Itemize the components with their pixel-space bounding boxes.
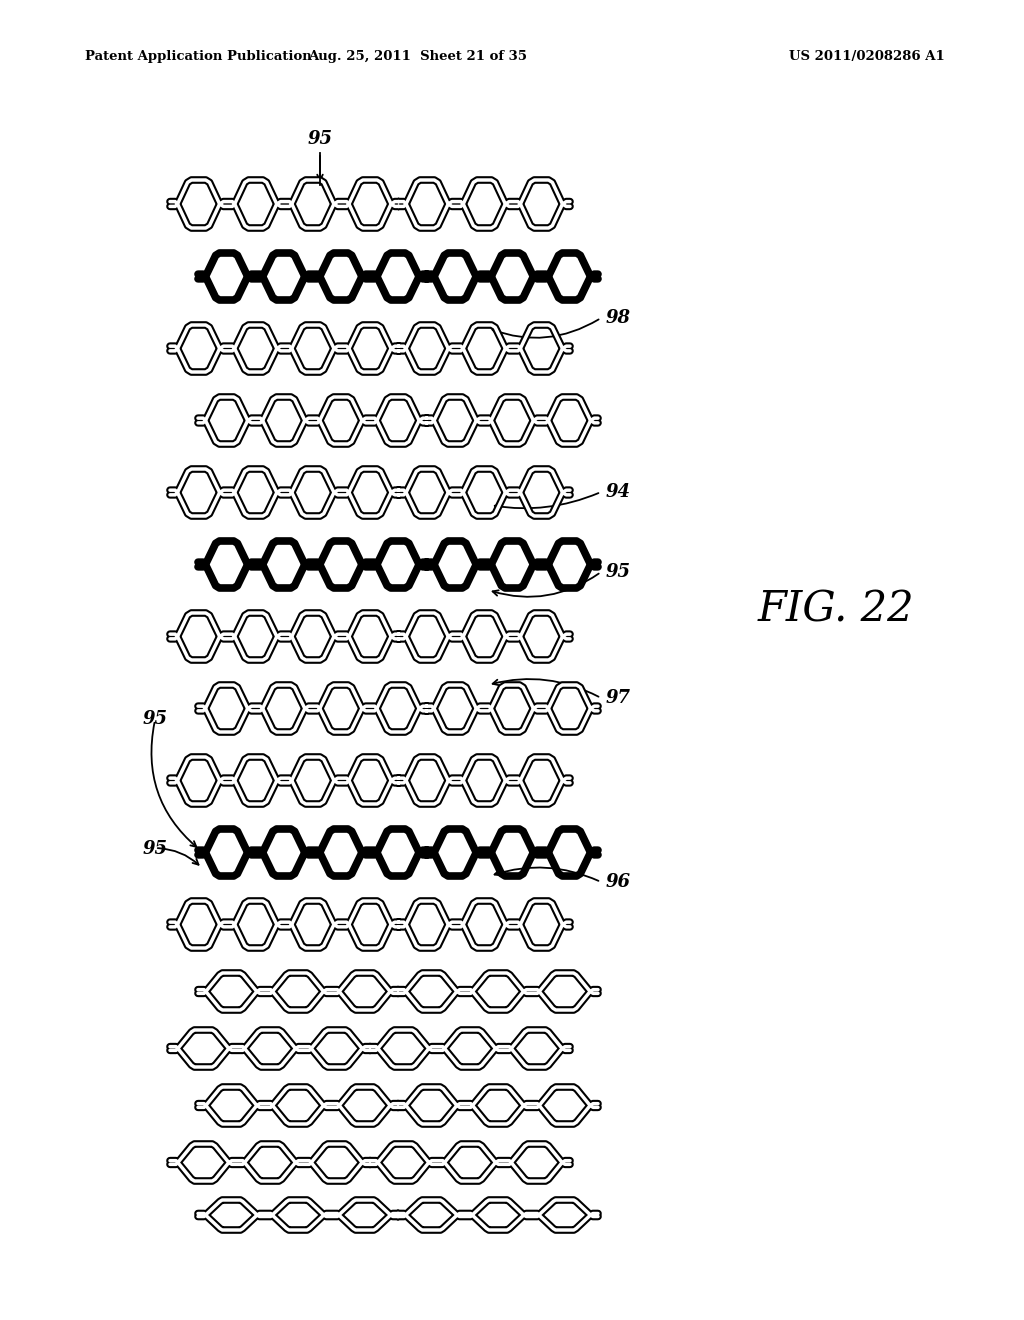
- Text: 95: 95: [142, 840, 168, 858]
- Text: 98: 98: [606, 309, 631, 327]
- Text: FIG. 22: FIG. 22: [758, 589, 914, 631]
- Text: 96: 96: [606, 873, 631, 891]
- Text: Patent Application Publication: Patent Application Publication: [85, 50, 311, 63]
- Text: Aug. 25, 2011  Sheet 21 of 35: Aug. 25, 2011 Sheet 21 of 35: [308, 50, 527, 63]
- Text: 94: 94: [606, 483, 631, 502]
- Text: 97: 97: [606, 689, 631, 708]
- Text: US 2011/0208286 A1: US 2011/0208286 A1: [790, 50, 945, 63]
- Text: 95: 95: [606, 564, 631, 581]
- Text: 95: 95: [307, 129, 333, 148]
- Text: 95: 95: [142, 710, 168, 729]
